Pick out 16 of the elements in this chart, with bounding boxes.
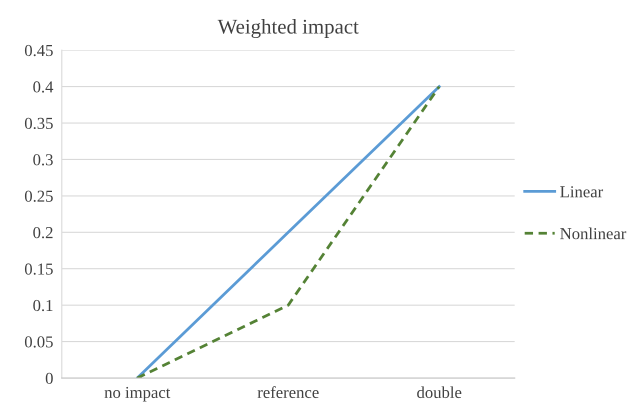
x-tick-label: no impact	[104, 386, 170, 402]
y-tick-label: 0.25	[24, 190, 53, 202]
x-tick-label: double	[417, 386, 462, 398]
y-tick-label: 0.4	[33, 81, 54, 93]
y-tick-label: 0.1	[33, 300, 52, 312]
y-tick-label: 0.2	[33, 227, 53, 238]
x-tick-label: reference	[258, 386, 319, 398]
y-tick-label: 0.35	[24, 118, 53, 130]
y-tick-label: 0.15	[24, 263, 53, 275]
y-tick-label: 0	[46, 372, 53, 384]
y-tick-label: 0.45	[24, 44, 53, 56]
y-tick-label: 0.05	[24, 336, 53, 348]
y-tick-label: 0.3	[33, 154, 53, 166]
legend-label: Nonlinear	[560, 228, 626, 240]
chart-title: Weighted impact	[218, 19, 359, 38]
legend-label: Linear	[560, 186, 604, 198]
